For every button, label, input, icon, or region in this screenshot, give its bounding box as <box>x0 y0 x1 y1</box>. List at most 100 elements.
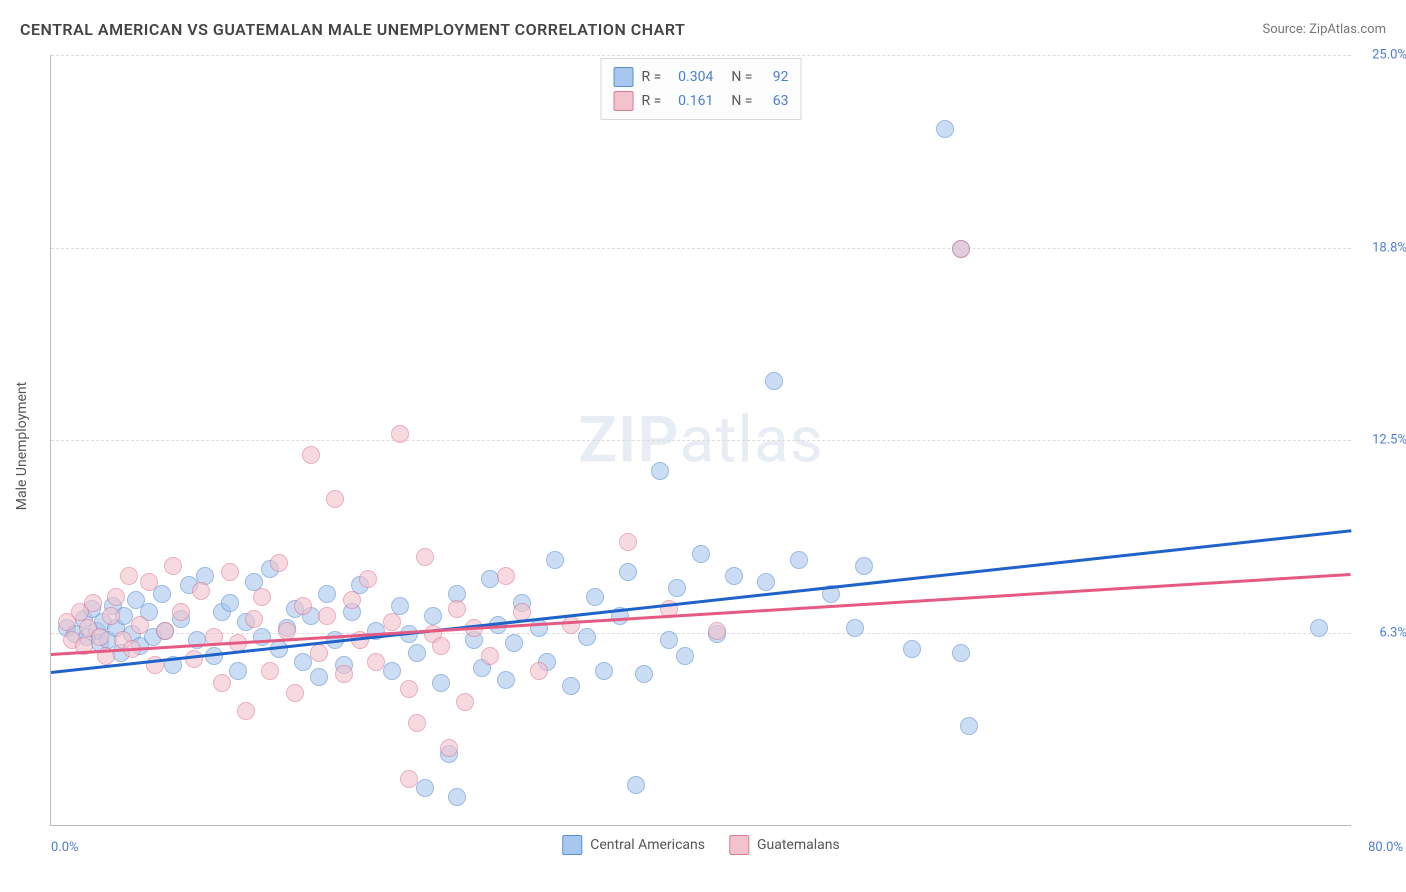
scatter-point <box>192 582 210 600</box>
scatter-point <box>245 610 263 628</box>
gridline <box>51 248 1351 249</box>
scatter-point <box>261 662 279 680</box>
scatter-point <box>253 588 271 606</box>
legend-swatch-series-0 <box>562 835 582 855</box>
scatter-point <box>91 628 109 646</box>
scatter-point <box>627 776 645 794</box>
scatter-point <box>846 619 864 637</box>
x-axis-max-label: 80.0% <box>1368 840 1403 855</box>
scatter-point <box>692 545 710 563</box>
swatch-series-0 <box>614 67 634 87</box>
scatter-point <box>270 554 288 572</box>
scatter-point <box>213 674 231 692</box>
legend-label-series-1: Guatemalans <box>757 837 840 853</box>
scatter-point <box>757 573 775 591</box>
scatter-point <box>562 677 580 695</box>
scatter-point <box>497 567 515 585</box>
scatter-point <box>619 563 637 581</box>
scatter-point <box>408 644 426 662</box>
scatter-point <box>448 600 466 618</box>
scatter-point <box>432 637 450 655</box>
scatter-point <box>432 674 450 692</box>
legend-item-series-1: Guatemalans <box>729 835 840 855</box>
scatter-point <box>448 788 466 806</box>
scatter-point <box>562 616 580 634</box>
legend-swatch-series-1 <box>729 835 749 855</box>
scatter-point <box>318 585 336 603</box>
scatter-point <box>131 616 149 634</box>
gridline <box>51 633 1351 634</box>
y-axis-label: Male Unemployment <box>14 382 30 510</box>
scatter-point <box>400 770 418 788</box>
scatter-point <box>367 653 385 671</box>
scatter-point <box>416 548 434 566</box>
scatter-point <box>855 557 873 575</box>
scatter-point <box>668 579 686 597</box>
chart-legend: Central Americans Guatemalans <box>562 835 839 855</box>
scatter-point <box>790 551 808 569</box>
scatter-point <box>326 490 344 508</box>
scatter-point <box>1310 619 1328 637</box>
scatter-plot-area: ZIPatlas R = 0.304 N = 92 R = 0.161 N = … <box>50 55 1351 826</box>
stats-row-series-1: R = 0.161 N = 63 <box>614 89 789 113</box>
chart-title: CENTRAL AMERICAN VS GUATEMALAN MALE UNEM… <box>20 20 685 39</box>
scatter-point <box>497 671 515 689</box>
y-axis-tick-label: 12.5% <box>1355 433 1406 448</box>
scatter-point <box>120 567 138 585</box>
correlation-stats-box: R = 0.304 N = 92 R = 0.161 N = 63 <box>601 58 802 120</box>
scatter-point <box>221 594 239 612</box>
scatter-point <box>619 533 637 551</box>
scatter-point <box>359 570 377 588</box>
scatter-point <box>140 573 158 591</box>
scatter-point <box>383 662 401 680</box>
scatter-point <box>546 551 564 569</box>
scatter-point <box>185 650 203 668</box>
scatter-point <box>164 557 182 575</box>
y-axis-tick-label: 6.3% <box>1355 625 1406 640</box>
scatter-point <box>229 662 247 680</box>
scatter-point <box>318 607 336 625</box>
scatter-point <box>651 462 669 480</box>
chart-header: CENTRAL AMERICAN VS GUATEMALAN MALE UNEM… <box>20 20 1386 39</box>
scatter-point <box>270 640 288 658</box>
scatter-point <box>416 779 434 797</box>
scatter-point <box>725 567 743 585</box>
scatter-point <box>456 693 474 711</box>
scatter-point <box>481 647 499 665</box>
y-axis-tick-label: 25.0% <box>1355 48 1406 63</box>
scatter-point <box>391 425 409 443</box>
scatter-point <box>102 607 120 625</box>
scatter-point <box>253 628 271 646</box>
scatter-point <box>383 613 401 631</box>
scatter-point <box>765 372 783 390</box>
scatter-point <box>335 665 353 683</box>
scatter-point <box>302 446 320 464</box>
scatter-point <box>578 628 596 646</box>
scatter-point <box>481 570 499 588</box>
scatter-point <box>237 702 255 720</box>
scatter-point <box>586 588 604 606</box>
scatter-point <box>221 563 239 581</box>
scatter-point <box>107 588 125 606</box>
scatter-point <box>960 717 978 735</box>
scatter-point <box>286 684 304 702</box>
scatter-point <box>952 644 970 662</box>
scatter-point <box>294 597 312 615</box>
gridline <box>51 440 1351 441</box>
scatter-point <box>84 594 102 612</box>
scatter-point <box>530 662 548 680</box>
scatter-point <box>635 665 653 683</box>
scatter-point <box>660 631 678 649</box>
scatter-point <box>903 640 921 658</box>
scatter-point <box>505 634 523 652</box>
scatter-point <box>708 622 726 640</box>
scatter-point <box>424 607 442 625</box>
gridline <box>51 55 1351 56</box>
scatter-point <box>172 603 190 621</box>
legend-item-series-0: Central Americans <box>562 835 705 855</box>
swatch-series-1 <box>614 91 634 111</box>
scatter-point <box>936 120 954 138</box>
scatter-point <box>952 240 970 258</box>
stats-row-series-0: R = 0.304 N = 92 <box>614 65 789 89</box>
legend-label-series-0: Central Americans <box>590 837 705 853</box>
